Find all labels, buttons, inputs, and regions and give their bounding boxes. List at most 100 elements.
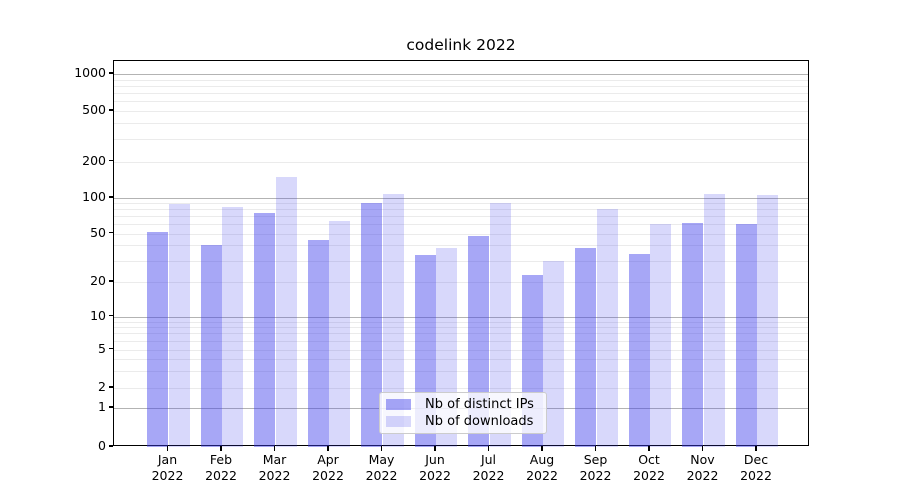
x-axis-tick-label: Feb 2022 (205, 452, 237, 483)
bar-nb-of-distinct-ips (575, 248, 597, 447)
legend-label-downloads: Nb of downloads (425, 413, 534, 429)
y-axis-tick (109, 159, 113, 162)
x-axis-tick (327, 446, 329, 451)
y-axis-tick-label: 100 (82, 189, 106, 204)
y-axis-tick (109, 231, 113, 234)
bar-nb-of-downloads (757, 194, 779, 447)
bar-nb-of-distinct-ips (200, 245, 222, 447)
x-axis-tick-label: Jan 2022 (151, 452, 184, 483)
x-axis-tick (541, 446, 543, 451)
x-axis-tick (220, 446, 222, 451)
y-axis-tick-label: 10 (90, 307, 106, 323)
x-axis-tick-label: Apr 2022 (312, 452, 344, 483)
y-axis-tick-label: 500 (82, 102, 106, 117)
gridline-minor (114, 161, 808, 163)
gridline-minor (114, 349, 808, 351)
legend-swatch-downloads (386, 416, 411, 427)
bar-nb-of-downloads (703, 193, 725, 447)
grid-layer (114, 61, 808, 445)
x-axis-tick (273, 446, 276, 451)
x-axis-tick-label: Dec 2022 (740, 452, 772, 483)
y-axis-tick-label: 1000 (74, 65, 106, 80)
legend-row-distinct-ips: Nb of distinct IPs (386, 396, 546, 413)
bar-nb-of-distinct-ips (735, 224, 757, 447)
y-axis-tick-label: 20 (90, 273, 106, 288)
bar-nb-of-downloads (543, 260, 565, 447)
plot-area (113, 60, 809, 447)
y-axis-tick (109, 109, 113, 111)
gridline-minor (114, 139, 808, 141)
legend: Nb of distinct IPs Nb of downloads (379, 392, 547, 434)
y-axis-tick (109, 280, 113, 282)
legend-label-distinct-ips: Nb of distinct IPs (425, 396, 534, 412)
bar-nb-of-distinct-ips (628, 253, 650, 447)
legend-row-downloads: Nb of downloads (386, 413, 546, 430)
gridline-minor (114, 260, 808, 262)
bar-nb-of-downloads (329, 220, 351, 447)
gridline-minor (114, 85, 808, 87)
y-axis-tick (109, 196, 113, 198)
chart-title: codelink 2022 (406, 36, 516, 54)
gridline-minor (114, 123, 808, 125)
y-axis-tick (109, 406, 113, 408)
x-axis-tick (166, 446, 169, 451)
gridline-minor (114, 233, 808, 235)
x-axis-tick (380, 446, 383, 451)
bar-nb-of-distinct-ips (682, 223, 704, 447)
x-axis-tick-label: Mar 2022 (258, 452, 291, 483)
gridline-minor (114, 388, 808, 389)
y-axis-tick-label: 1 (98, 399, 106, 414)
gridline-minor (114, 245, 808, 247)
bar-nb-of-downloads (275, 176, 297, 447)
y-axis-tick (109, 314, 113, 317)
legend-swatch-distinct-ips (386, 399, 411, 410)
bar-nb-of-downloads (489, 203, 511, 447)
x-axis-tick (648, 446, 650, 451)
gridline-minor (114, 333, 808, 335)
gridline-minor (114, 282, 808, 283)
gridline-major (114, 316, 808, 318)
bar-nb-of-distinct-ips (307, 240, 329, 447)
gridline-minor (114, 321, 808, 323)
gridline-minor (114, 79, 808, 81)
gridline-minor (114, 327, 808, 329)
bar-nb-of-downloads (168, 203, 190, 447)
y-axis-tick (109, 72, 113, 74)
x-axis-tick (594, 446, 597, 451)
y-axis-tick (109, 445, 113, 447)
x-axis-tick-label: Oct 2022 (633, 452, 665, 483)
x-axis-tick-label: Sep 2022 (579, 452, 612, 483)
y-axis-tick-label: 200 (82, 152, 106, 168)
y-axis-tick (109, 386, 113, 388)
gridline-major (114, 74, 808, 75)
bars-layer (114, 61, 808, 447)
bar-nb-of-downloads (382, 194, 404, 447)
gridline-minor (114, 216, 808, 218)
x-axis-tick (755, 446, 757, 451)
gridline-minor (114, 111, 808, 112)
gridline-minor (114, 203, 808, 205)
y-axis-tick (109, 347, 113, 350)
bar-nb-of-distinct-ips (361, 202, 383, 447)
y-axis-tick-label: 0 (98, 438, 106, 453)
x-axis-tick-label: Aug 2022 (526, 452, 558, 483)
gridline-minor (114, 370, 808, 372)
bar-nb-of-distinct-ips (254, 212, 276, 447)
x-axis-tick-label: Jun 2022 (419, 452, 451, 483)
bar-nb-of-downloads (650, 224, 672, 447)
gridline-minor (114, 209, 808, 211)
bar-nb-of-distinct-ips (147, 232, 169, 447)
x-axis-tick (487, 446, 490, 451)
y-axis-tick-label: 2 (98, 379, 106, 394)
y-axis-tick-label: 5 (98, 340, 106, 356)
gridline-minor (114, 93, 808, 95)
gridline-major (114, 198, 808, 199)
y-axis-tick-label: 50 (90, 224, 106, 240)
x-axis-tick-label: Jul 2022 (472, 452, 505, 483)
gridline-minor (114, 340, 808, 342)
bar-nb-of-downloads (222, 206, 244, 447)
bar-nb-of-downloads (596, 208, 618, 447)
x-axis-tick-label: Nov 2022 (686, 452, 719, 483)
x-axis-tick (434, 446, 436, 451)
